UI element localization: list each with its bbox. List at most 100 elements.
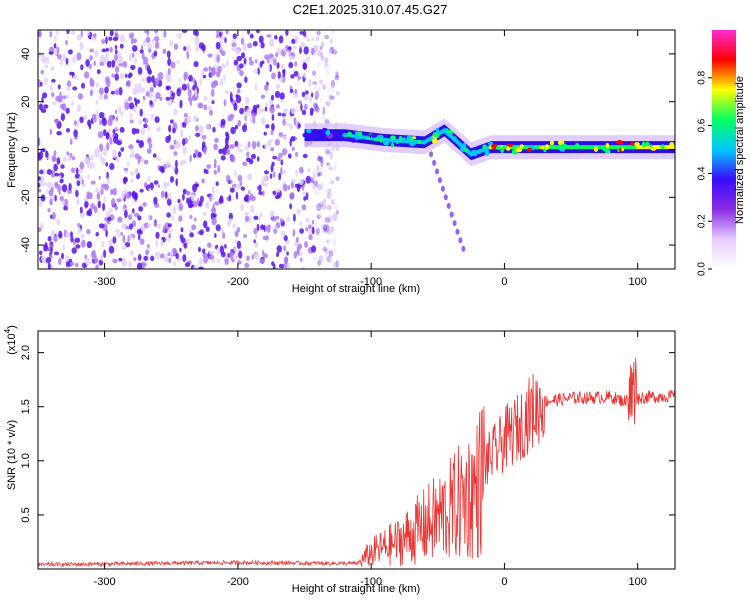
noise-speck	[323, 101, 329, 106]
noise-speck	[324, 248, 329, 255]
noise-speck	[277, 112, 282, 117]
noise-speck	[54, 182, 58, 189]
noise-speck	[264, 106, 268, 112]
noise-speck	[249, 193, 254, 201]
noise-speck	[153, 196, 158, 205]
noise-speck	[70, 167, 76, 174]
noise-speck	[50, 230, 56, 237]
noise-speck	[308, 234, 313, 241]
noise-speck	[301, 204, 307, 211]
noise-speck	[194, 149, 198, 156]
trace-spot	[313, 129, 318, 133]
noise-speck	[294, 151, 299, 157]
noise-speck	[114, 45, 118, 50]
noise-speck	[278, 152, 283, 158]
noise-speck	[224, 37, 227, 43]
noise-speck	[295, 169, 298, 177]
noise-speck	[88, 63, 92, 70]
noise-speck	[38, 227, 42, 233]
noise-speck	[99, 54, 105, 62]
trace-spot	[476, 150, 481, 154]
noise-speck	[326, 229, 331, 235]
noise-speck	[276, 245, 282, 253]
noise-speck	[215, 41, 221, 50]
noise-speck	[325, 150, 331, 155]
noise-speck	[79, 41, 84, 50]
noise-speck	[132, 87, 138, 96]
noise-speck	[311, 219, 315, 225]
noise-speck	[143, 159, 149, 165]
noise-speck	[304, 90, 309, 95]
noise-speck	[49, 84, 53, 92]
y-tick-label: -20	[20, 189, 32, 205]
noise-speck	[153, 180, 159, 185]
trace-spot	[462, 142, 467, 149]
noise-speck	[201, 134, 207, 140]
x-tick-label: 0	[501, 276, 507, 288]
noise-speck	[141, 52, 145, 60]
noise-speck	[131, 149, 135, 158]
noise-speck	[295, 237, 299, 243]
noise-speck	[276, 156, 281, 162]
noise-speck	[147, 43, 153, 49]
noise-speck	[209, 254, 215, 260]
noise-speck	[273, 228, 277, 235]
noise-speck	[248, 190, 251, 195]
noise-speck	[194, 217, 197, 222]
noise-speck	[89, 79, 95, 87]
noise-speck	[123, 176, 128, 183]
noise-speck	[101, 48, 107, 53]
y-tick-label: 2.0	[20, 345, 32, 360]
noise-speck	[269, 210, 275, 218]
noise-speck	[328, 215, 334, 224]
noise-speck	[189, 97, 193, 107]
noise-speck	[54, 48, 58, 56]
noise-speck	[121, 259, 128, 267]
noise-speck	[290, 181, 294, 189]
noise-speck	[110, 188, 114, 195]
noise-speck	[228, 194, 232, 202]
noise-speck	[102, 147, 108, 156]
noise-speck	[260, 108, 266, 113]
noise-speck	[166, 182, 170, 187]
noise-speck	[229, 179, 233, 184]
noise-speck	[251, 254, 255, 260]
noise-speck	[139, 188, 144, 193]
noise-speck	[143, 123, 148, 129]
noise-speck	[289, 192, 294, 200]
noise-speck	[54, 119, 59, 124]
noise-speck	[71, 156, 76, 161]
noise-speck	[202, 248, 206, 254]
noise-speck	[313, 115, 317, 120]
noise-speck	[294, 88, 298, 95]
noise-speck	[317, 50, 322, 57]
noise-speck	[317, 184, 323, 191]
noise-speck	[328, 249, 334, 257]
y-tick-label: 1.5	[20, 399, 32, 414]
y-tick-label: -40	[20, 237, 32, 253]
snr-scale-exponent: 4	[3, 328, 12, 333]
noise-speck	[112, 236, 117, 244]
noise-speck	[45, 150, 49, 158]
noise-speck	[58, 189, 61, 195]
noise-speck	[59, 195, 64, 202]
noise-speck	[122, 234, 126, 244]
noise-speck	[232, 253, 238, 261]
noise-speck	[257, 67, 260, 75]
snr-y-ticks: 0.5 1.0 1.5 2.0	[20, 345, 675, 523]
noise-speck	[264, 170, 269, 175]
noise-speck	[113, 136, 119, 144]
trace-spot	[482, 144, 487, 149]
noise-speck	[207, 53, 213, 58]
noise-speck	[75, 244, 81, 249]
noise-speck	[137, 66, 143, 75]
noise-speck	[242, 161, 248, 166]
noise-speck	[196, 197, 200, 205]
noise-speck	[335, 260, 339, 268]
noise-speck	[127, 234, 130, 244]
noise-speck	[129, 113, 133, 118]
noise-speck	[195, 44, 200, 53]
noise-speck	[330, 225, 335, 233]
noise-speck	[335, 71, 339, 78]
noise-speck	[150, 86, 154, 93]
